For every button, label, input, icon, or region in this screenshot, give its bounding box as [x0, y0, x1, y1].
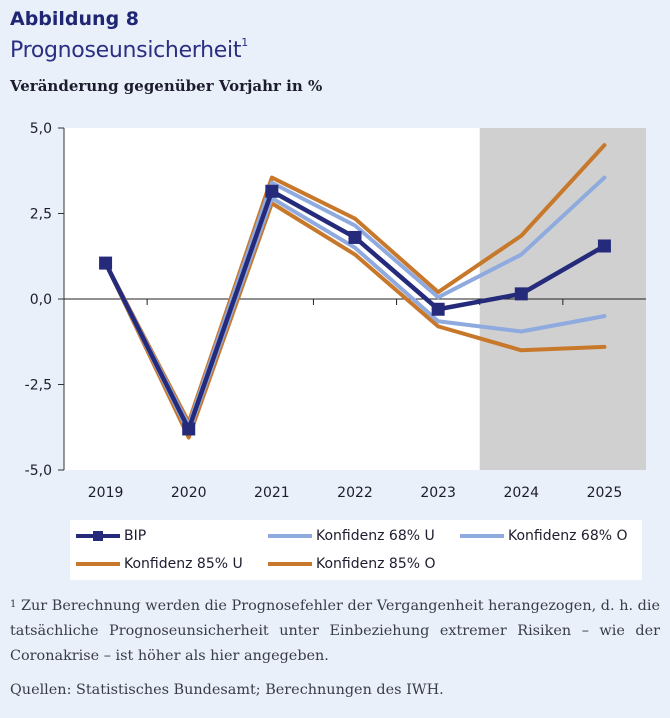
legend-label: Konfidenz 85% O	[316, 556, 436, 572]
figure-label: Abbildung 8	[10, 8, 140, 30]
series-line-konfidenz-85-u	[103, 201, 607, 440]
x-tick-label: 2023	[420, 485, 456, 501]
y-tick-label: -2,5	[25, 378, 52, 394]
bip-data-point	[182, 422, 196, 436]
sources-note: Quellen: Statistisches Bundesamt; Berech…	[10, 682, 444, 698]
legend-label: Konfidenz 68% O	[508, 528, 628, 544]
legend-line-swatch	[76, 531, 120, 541]
legend-label: Konfidenz 68% U	[316, 528, 435, 544]
bip-data-point	[431, 302, 445, 316]
x-tick-label: 2019	[88, 485, 124, 501]
x-tick-label: 2025	[587, 485, 623, 501]
legend-item: Konfidenz 85% O	[268, 554, 436, 574]
legend-item: Konfidenz 85% U	[76, 554, 243, 574]
footnote: 1 Zur Berechnung werden die Prognosefehl…	[10, 594, 660, 669]
bip-data-point	[348, 230, 362, 244]
x-tick-label: 2020	[171, 485, 207, 501]
title-footnote-mark: 1	[241, 36, 248, 49]
legend-item: BIP	[76, 526, 146, 546]
legend-label: Konfidenz 85% U	[124, 556, 243, 572]
footnote-mark: 1	[10, 599, 17, 610]
legend-item: Konfidenz 68% U	[268, 526, 435, 546]
y-tick-label: 5,0	[30, 121, 52, 137]
figure-subtitle: Veränderung gegenüber Vorjahr in %	[10, 77, 323, 95]
legend-label: BIP	[124, 528, 147, 544]
legend-line-swatch	[460, 534, 504, 538]
figure-title: Prognoseunsicherheit1	[10, 36, 248, 63]
legend-line-swatch	[76, 562, 120, 566]
y-tick-label: 0,0	[30, 292, 52, 308]
chart-legend: BIP Konfidenz 68% U Konfidenz 68% O Konfide…	[70, 520, 642, 580]
bip-data-point	[99, 256, 113, 270]
x-tick-label: 2024	[503, 485, 539, 501]
bip-data-point	[597, 239, 611, 253]
bip-data-point	[265, 184, 279, 198]
y-tick-label: -5,0	[25, 463, 52, 479]
bip-data-point	[514, 287, 528, 301]
legend-line-swatch	[268, 534, 312, 538]
legend-line-swatch	[268, 562, 312, 566]
line-chart: 5,0 2,5 0,0 -2,5 -5,0 2019 2020 2021 2022 2023 202…	[25, 121, 646, 501]
footnote-text: Zur Berechnung werden die Prognosefehler…	[10, 598, 660, 664]
x-tick-label: 2022	[337, 485, 373, 501]
figure-title-text: Prognoseunsicherheit	[10, 38, 242, 63]
x-tick-label: 2021	[254, 485, 290, 501]
legend-item: Konfidenz 68% O	[460, 526, 628, 546]
y-tick-label: 2,5	[30, 207, 52, 223]
legend-square-marker	[93, 531, 103, 541]
